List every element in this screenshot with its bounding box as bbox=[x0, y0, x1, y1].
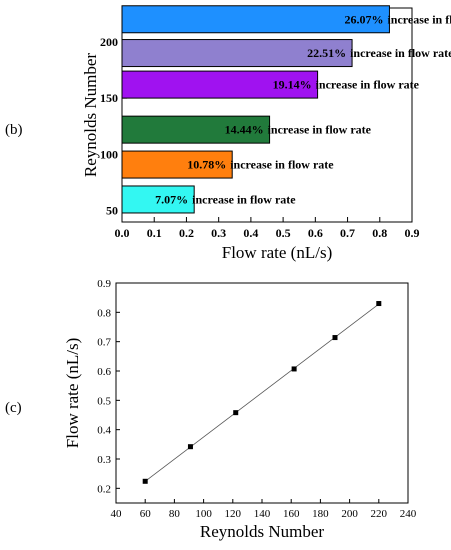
bar-annotation: 26.07% increase in flow rate bbox=[344, 12, 451, 26]
x-tick-label: 0.7 bbox=[340, 226, 355, 240]
bar-annotation-text: increase in flow rate bbox=[387, 12, 451, 26]
x-tick-label: 0.5 bbox=[276, 226, 291, 240]
x-tick-label: 120 bbox=[225, 508, 242, 520]
data-point bbox=[291, 366, 297, 372]
x-tick-label: 80 bbox=[169, 508, 181, 520]
x-tick-label: 40 bbox=[111, 508, 123, 520]
bar-percent-label: 14.44% bbox=[225, 123, 264, 137]
x-tick-label: 180 bbox=[312, 508, 329, 520]
data-point bbox=[142, 478, 148, 484]
bar-annotation: 7.07% increase in flow rate bbox=[155, 192, 296, 206]
bar-chart: 0.0 0.1 0.2 0.3 0.4 0.5 0.6 0.7 0.8 0.9 50 100 150 20… bbox=[5, 5, 451, 262]
bar-annotation-text: increase in flow rate bbox=[350, 46, 451, 60]
bar bbox=[121, 39, 353, 68]
bar-annotation: 14.44% increase in flow rate bbox=[225, 123, 372, 137]
x-tick-label: 0.0 bbox=[115, 226, 130, 240]
bar-annotation-text: increase in flow rate bbox=[230, 158, 334, 172]
x-tick-label: 0.4 bbox=[243, 226, 258, 240]
bar-annotation: 19.14% increase in flow rate bbox=[273, 78, 420, 92]
x-axis-label: Flow rate (nL/s) bbox=[222, 243, 332, 262]
x-tick-label: 160 bbox=[283, 508, 300, 520]
y-tick-label: 0.6 bbox=[97, 366, 111, 378]
bar-percent-label: 10.78% bbox=[187, 158, 226, 172]
bar-percent-label: 22.51% bbox=[307, 46, 346, 60]
bar-percent-label: 7.07% bbox=[155, 192, 188, 206]
y-tick-label: 0.3 bbox=[97, 454, 111, 466]
bar bbox=[121, 5, 390, 34]
bar-annotation: 22.51% increase in flow rate bbox=[307, 46, 451, 60]
y-tick-label: 200 bbox=[100, 35, 118, 49]
panel-label-b: (b) bbox=[5, 122, 23, 138]
y-tick-label: 0.5 bbox=[97, 395, 111, 407]
bar-annotation-text: increase in flow rate bbox=[268, 123, 372, 137]
y-tick-label: 0.9 bbox=[97, 278, 111, 290]
data-point bbox=[376, 301, 382, 307]
data-point bbox=[332, 335, 338, 341]
bar-annotation-text: increase in flow rate bbox=[192, 192, 296, 206]
bar bbox=[121, 185, 195, 214]
bar bbox=[121, 115, 271, 144]
bar bbox=[121, 70, 319, 99]
panel-label-c: (c) bbox=[5, 400, 22, 416]
x-tick-label: 220 bbox=[371, 508, 388, 520]
scatter-chart: 40 60 80 100 120 140 160 180 200 220 240 0.2 0.3 0.4 0… bbox=[5, 278, 417, 541]
y-tick-label: 0.8 bbox=[97, 307, 111, 319]
bar bbox=[121, 150, 233, 179]
x-tick-label: 0.8 bbox=[372, 226, 387, 240]
y-axis-label: Flow rate (nL/s) bbox=[63, 338, 82, 448]
y-tick-label: 0.4 bbox=[97, 425, 111, 437]
x-axis-label: Reynolds Number bbox=[200, 522, 325, 541]
fit-line bbox=[144, 303, 380, 482]
x-tick-label: 60 bbox=[140, 508, 152, 520]
x-tick-label: 0.9 bbox=[405, 226, 420, 240]
y-tick-label: 150 bbox=[100, 91, 118, 105]
data-point bbox=[187, 444, 193, 450]
x-tick-label: 0.1 bbox=[147, 226, 162, 240]
bar-annotation-text: increase in flow rate bbox=[316, 78, 420, 92]
x-tick-label: 200 bbox=[341, 508, 358, 520]
bar-percent-label: 19.14% bbox=[273, 78, 312, 92]
x-tick-label: 140 bbox=[254, 508, 271, 520]
bar-annotation: 10.78% increase in flow rate bbox=[187, 158, 334, 172]
data-point bbox=[233, 410, 239, 416]
y-tick-label: 0.2 bbox=[97, 483, 111, 495]
bar-percent-label: 26.07% bbox=[344, 12, 383, 26]
y-tick-label: 50 bbox=[106, 204, 118, 218]
x-tick-label: 100 bbox=[195, 508, 212, 520]
y-tick-label: 0.7 bbox=[97, 337, 111, 349]
x-tick-label: 0.6 bbox=[308, 226, 323, 240]
x-tick-label: 240 bbox=[400, 508, 417, 520]
y-tick-label: 100 bbox=[100, 147, 118, 161]
x-tick-label: 0.2 bbox=[179, 226, 194, 240]
y-axis-label: Reynolds Number bbox=[81, 53, 100, 178]
x-tick-label: 0.3 bbox=[211, 226, 226, 240]
